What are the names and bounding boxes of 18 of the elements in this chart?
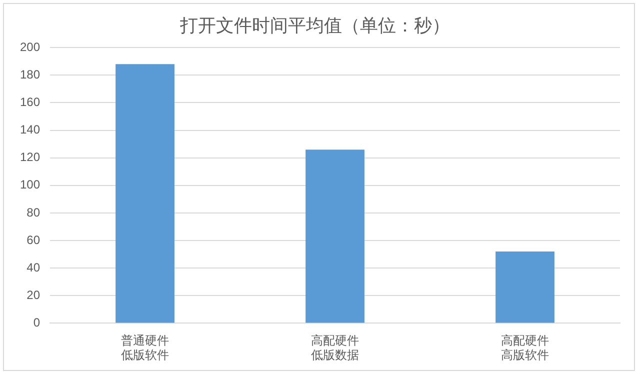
y-tick-label: 40 <box>26 260 40 274</box>
y-tick-label: 140 <box>20 122 40 137</box>
x-tick-label: 高配硬件低版数据 <box>311 334 360 362</box>
bar <box>116 64 174 323</box>
y-tick-label: 20 <box>26 288 40 302</box>
y-tick-label: 180 <box>20 67 40 82</box>
y-tick-label: 120 <box>20 150 40 164</box>
y-tick-label: 200 <box>20 40 40 54</box>
x-tick-label: 高配硬件高版软件 <box>501 334 550 362</box>
x-tick-label: 普通硬件低版软件 <box>121 334 170 362</box>
y-tick-label: 0 <box>33 316 40 330</box>
y-tick-label: 60 <box>26 232 40 247</box>
bar <box>306 150 364 323</box>
y-tick-label: 160 <box>20 95 40 110</box>
y-tick-label: 80 <box>26 205 40 220</box>
bar <box>496 252 554 323</box>
y-tick-label: 100 <box>20 178 40 192</box>
chart-title: 打开文件时间平均值（单位：秒） <box>179 15 450 36</box>
